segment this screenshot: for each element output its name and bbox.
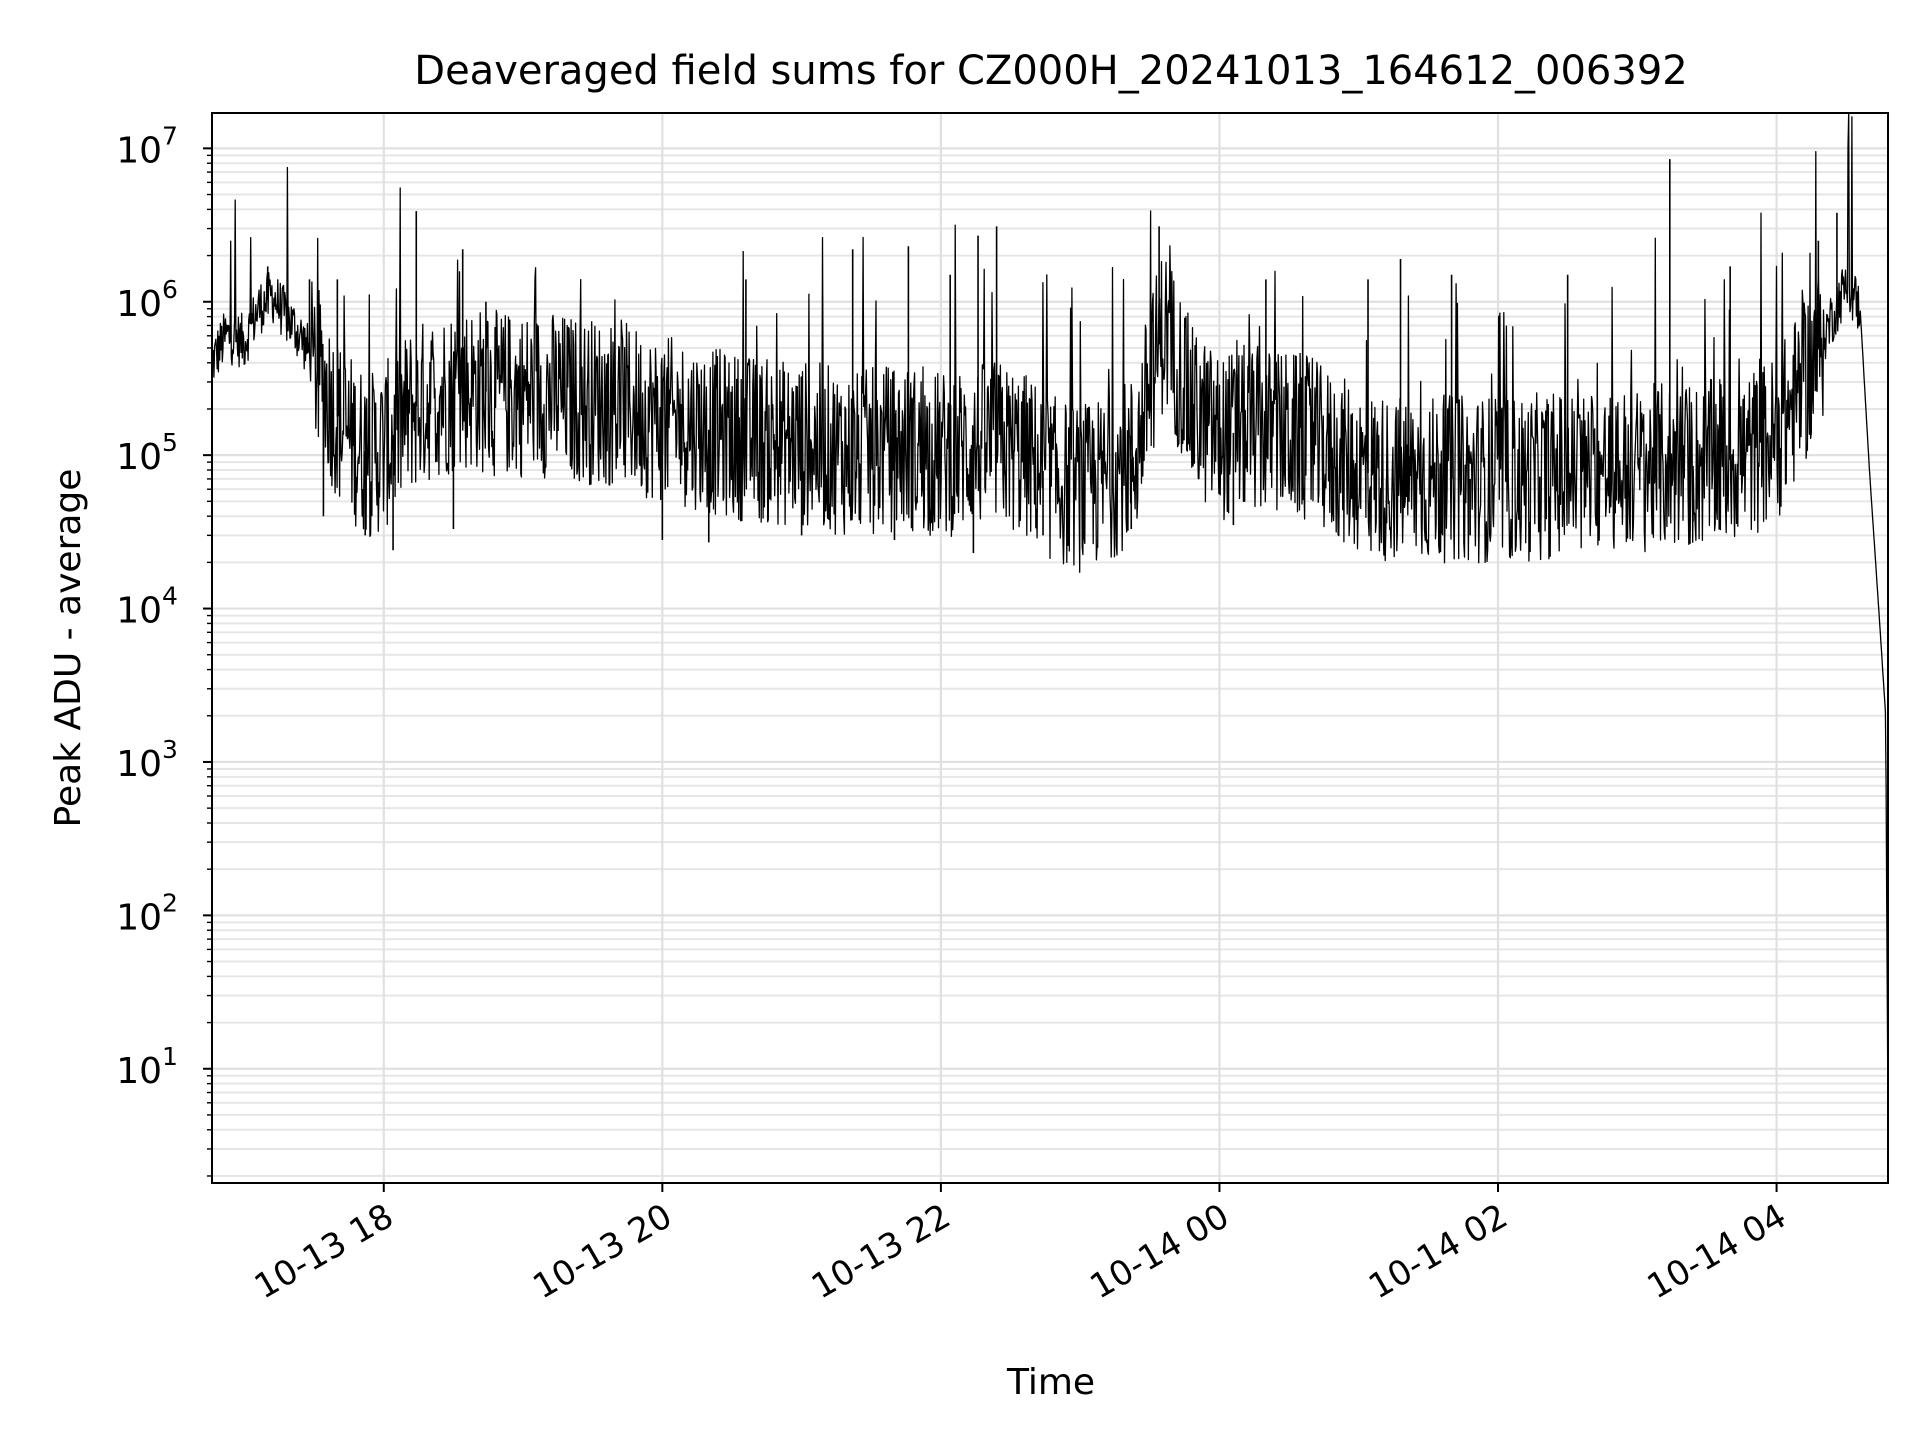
y-tick-label: 10 (116, 437, 162, 478)
y-tick-label: 10 (116, 744, 162, 785)
y-tick-label: 10 (116, 591, 162, 632)
y-tick-exponent: 4 (162, 582, 178, 611)
chart-title: Deaveraged field sums for CZ000H_2024101… (414, 48, 1687, 94)
y-tick-exponent: 6 (162, 275, 178, 304)
y-tick-exponent: 3 (162, 735, 178, 764)
y-axis-label: Peak ADU - average (48, 469, 89, 828)
grid (212, 113, 1888, 1183)
series-line (211, 112, 1889, 1130)
y-tick-label: 10 (116, 897, 162, 938)
y-tick-label: 10 (116, 130, 162, 171)
x-axis-label: Time (1006, 1362, 1095, 1403)
y-tick-label: 10 (116, 284, 162, 325)
plot-data (211, 112, 1889, 1130)
y-tick-exponent: 7 (162, 121, 178, 150)
y-tick-exponent: 2 (162, 888, 178, 917)
y-tick-label: 10 (116, 1051, 162, 1092)
y-tick-exponent: 1 (162, 1042, 178, 1071)
axes-frame (211, 112, 1889, 1184)
y-tick-exponent: 5 (162, 428, 178, 457)
